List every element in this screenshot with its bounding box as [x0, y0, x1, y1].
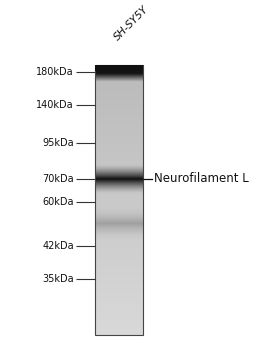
- Text: 35kDa: 35kDa: [42, 274, 74, 284]
- Bar: [95, 65, 144, 71]
- Text: SH-SY5Y: SH-SY5Y: [112, 4, 150, 42]
- Text: Neurofilament L: Neurofilament L: [154, 172, 249, 185]
- Text: 180kDa: 180kDa: [36, 67, 74, 77]
- Bar: [95, 65, 144, 335]
- Text: 95kDa: 95kDa: [42, 138, 74, 148]
- Text: 140kDa: 140kDa: [36, 100, 74, 110]
- Text: 42kDa: 42kDa: [42, 241, 74, 251]
- Text: 70kDa: 70kDa: [42, 174, 74, 184]
- Text: 60kDa: 60kDa: [42, 197, 74, 207]
